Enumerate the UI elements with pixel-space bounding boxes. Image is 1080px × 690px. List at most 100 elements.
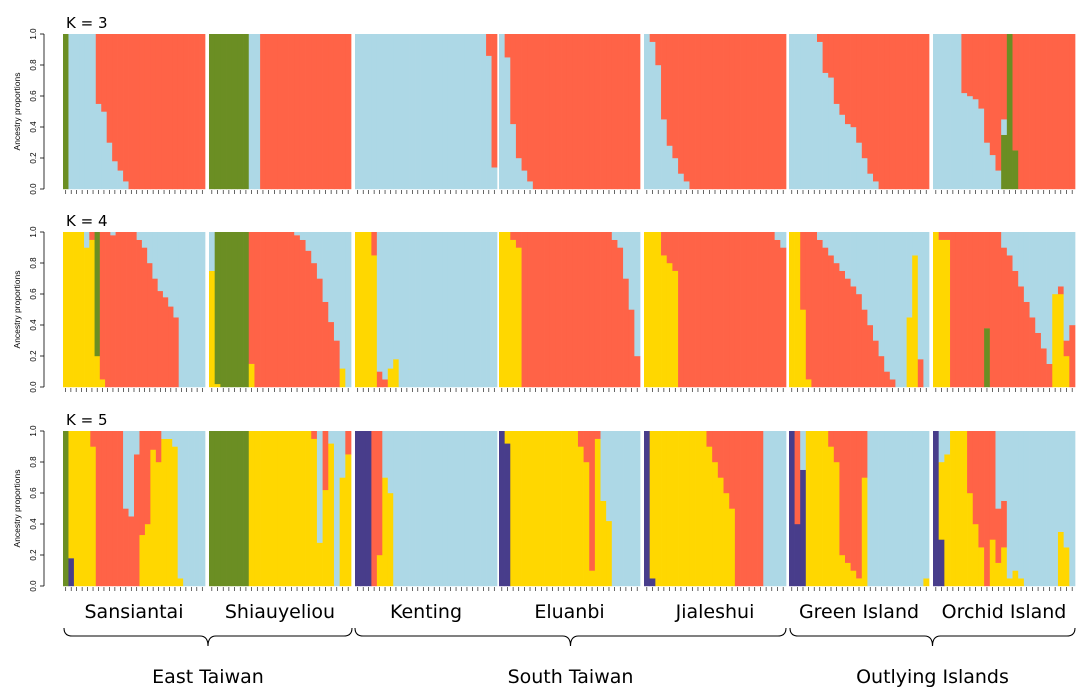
ancestry-bar-segment [561,34,568,190]
ancestry-bar-segment [305,431,312,587]
ancestry-bar-segment [811,232,818,388]
ancestry-bar-segment [63,232,69,388]
ancestry-bar-segment [944,239,951,388]
ancestry-bar-segment [780,431,787,587]
ancestry-bar-segment [978,34,985,109]
ancestry-bar-segment [978,547,985,587]
y-tick-label: 0.0 [29,381,38,393]
ancestry-bar-segment [1057,232,1064,287]
ancestry-bar-segment [923,232,930,388]
ancestry-bar-segment [623,34,630,190]
ancestry-bar-segment [906,431,913,587]
ancestry-bar-segment [1035,431,1042,587]
ancestry-bar-segment [583,431,590,463]
panel-k4: K = 4 0.0 0.2 0.4 0.6 0.8 1.0 Ancestry proporti… [12,212,1076,393]
ancestry-bar-segment [131,232,137,388]
ancestry-bar-segment [856,431,863,579]
population-group [63,34,206,194]
population-group [209,431,352,591]
ancestry-bar-segment [322,489,329,587]
ancestry-bar-segment [938,232,945,240]
ancestry-bar-segment [751,431,758,587]
ancestry-bar-segment [288,34,295,190]
ancestry-bar-segment [889,232,896,380]
ancestry-bar-segment [299,34,306,190]
panel-k-label: K = 4 [66,212,107,230]
ancestry-bar-segment [695,34,702,190]
ancestry-bar-segment [480,232,487,388]
ancestry-bar-segment [850,570,857,587]
ancestry-bar-segment [944,232,951,240]
ancestry-bar-segment [265,34,272,190]
ancestry-bar-segment [220,232,227,388]
ancestry-bar-segment [294,34,301,190]
ancestry-bar-segment [515,232,522,248]
ancestry-bar-segment [63,34,69,190]
ancestry-bar-segment [828,232,835,256]
ancestry-bar-segment [469,232,476,388]
ancestry-bar-segment [265,232,272,388]
ancestry-bar-segment [746,431,753,587]
ancestry-bar-segment [856,578,863,587]
ancestry-bar-segment [800,431,807,470]
ancestry-bar-segment [226,431,233,587]
ancestry-bar-segment [294,232,301,236]
ancestry-bar-segment [339,232,346,369]
ancestry-bar-segment [183,431,189,587]
ancestry-bar-segment [78,232,85,388]
ancestry-bar-segment [845,34,851,125]
ancestry-bar-segment [833,103,840,190]
population-group [209,232,352,392]
ancestry-bar-segment [950,431,957,587]
ancestry-bar-segment [365,34,372,190]
ancestry-bar-segment [768,431,775,587]
ancestry-bar-segment [480,34,487,190]
ancestry-bar-segment [510,34,517,125]
ancestry-bar-segment [469,431,476,587]
ancestry-bar-segment [961,431,968,587]
ancestry-bar-segment [480,431,487,587]
ancestry-bar-segment [371,34,378,190]
ancestry-bar-segment [243,232,250,388]
ancestry-bar-segment [549,34,556,190]
ancestry-bar-segment [672,270,679,388]
ancestry-bar-segment [989,34,996,156]
ancestry-bar-segment [1018,431,1025,579]
ancestry-bar-segment [561,431,568,587]
ancestry-bar-segment [1001,431,1008,501]
ancestry-bar-segment [157,290,164,388]
ancestry-bar-segment [794,431,801,525]
ancestry-bar-segment [73,232,80,388]
ancestry-bar-segment [589,232,596,388]
ancestry-bar-segment [376,232,383,372]
population-group [355,34,498,194]
ancestry-bar-segment [316,431,323,543]
ancestry-bar-segment [833,232,840,264]
ancestry-bar-segment [101,111,108,190]
ancestry-bar-segment [360,431,367,587]
ancestry-bar-segment [649,431,656,579]
ancestry-bar-segment [623,431,630,587]
ancestry-bar-segment [532,232,539,388]
ancestry-bar-segment [661,232,668,256]
ancestry-bar-segment [510,232,517,240]
ancestry-bar-segment [271,431,278,587]
ancestry-bar-segment [387,431,394,494]
ancestry-bar-segment [339,431,346,478]
ancestry-bar-segment [617,232,624,248]
ancestry-bar-segment [73,431,80,587]
region-braces [63,627,1076,647]
ancestry-bar-segment [700,431,707,587]
ancestry-bar-segment [415,232,421,388]
ancestry-bar-segment [1052,232,1059,295]
ancestry-bar-segment [333,34,340,190]
ancestry-bar-segment [1006,255,1013,388]
ancestry-bar-segment [984,431,991,587]
ancestry-bar-segment [729,232,736,388]
population-label: Sansiantai [85,601,184,623]
ancestry-bar-segment [1035,332,1042,388]
ancestry-bar-segment [144,524,151,587]
ancestry-bar-segment [538,431,545,587]
ancestry-bar-segment [850,232,857,287]
ancestry-bar-segment [774,239,781,388]
